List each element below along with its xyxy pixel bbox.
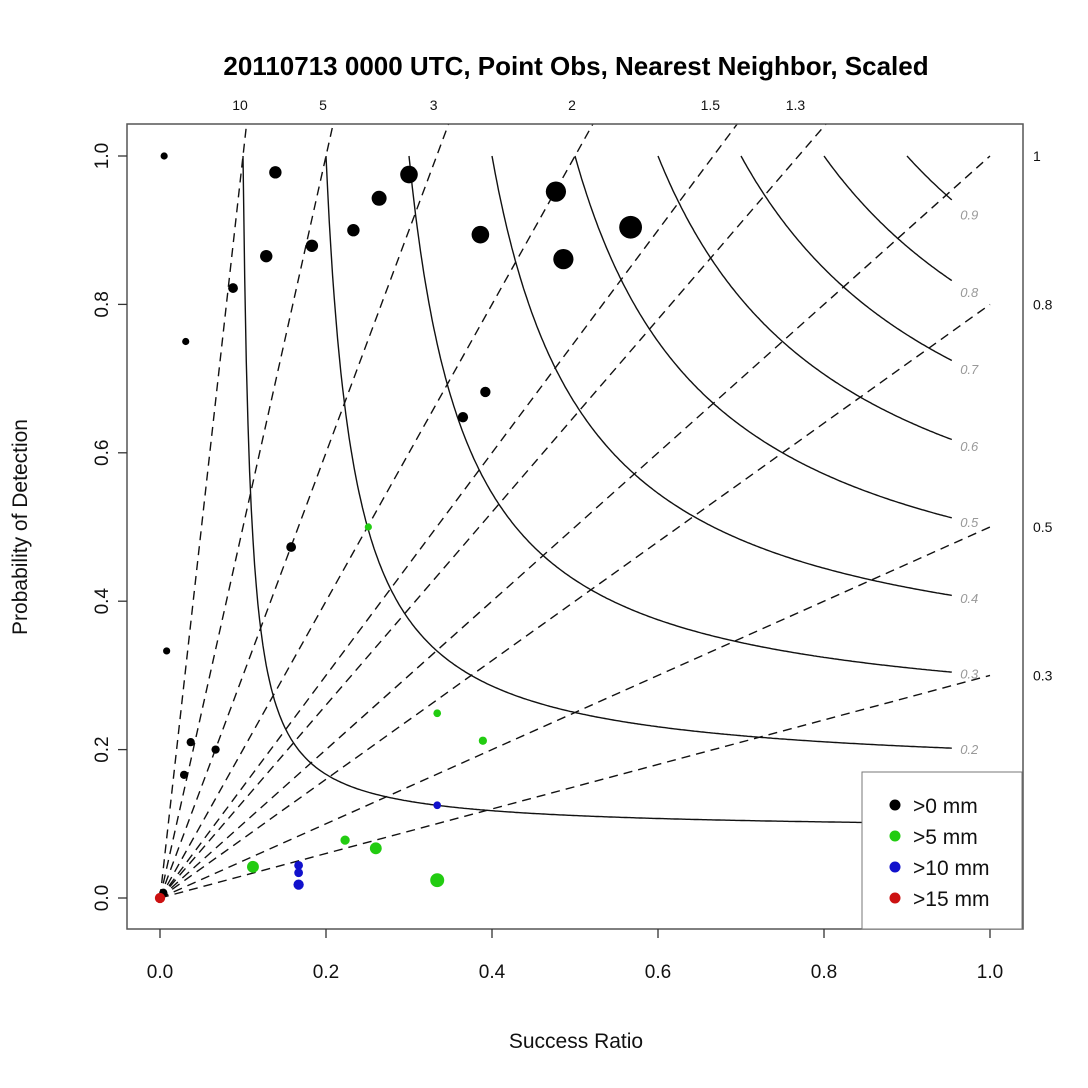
plot-frame: [126, 123, 1024, 930]
csi-contour-0.4: [491, 155, 952, 597]
csi-label: 0.5: [960, 515, 979, 530]
csi-contour-0.1: [242, 155, 866, 824]
csi-label: 0.8: [960, 285, 979, 300]
data-point-10mmmm: [433, 801, 442, 810]
bias-line-0.3: [159, 674, 991, 899]
y-tick-label: 0.6: [92, 440, 113, 466]
bias-label: 2: [568, 97, 576, 113]
y-tick-label: 1.0: [92, 143, 113, 169]
x-tick-label: 0.0: [147, 962, 173, 983]
bias-label: 5: [319, 97, 327, 113]
data-point-5mmmm: [340, 835, 350, 845]
legend-marker: [889, 861, 901, 873]
data-point-5mmmm: [478, 736, 487, 745]
csi-contour-0.8: [823, 155, 953, 282]
legend-marker: [889, 799, 901, 811]
bias-label: 1: [1033, 148, 1041, 164]
data-point-0mmmm: [371, 190, 387, 206]
data-point-10mmmm: [293, 879, 304, 890]
x-tick-label: 0.8: [811, 962, 837, 983]
y-tick-label: 0.8: [92, 291, 113, 317]
x-tick-label: 0.2: [313, 962, 339, 983]
bias-line-1.5: [159, 124, 739, 899]
csi-contour-0.3: [408, 155, 952, 673]
bias-line-0.5: [159, 526, 991, 899]
csi-label: 0.4: [960, 591, 978, 606]
data-point-0mmmm: [545, 181, 567, 202]
bias-line-1.3: [159, 124, 827, 899]
data-point-5mmmm: [364, 523, 372, 531]
data-point-0mmmm: [619, 215, 643, 239]
bias-line-0.8: [159, 303, 991, 899]
csi-contour-0.5: [574, 155, 952, 519]
csi-label: 0.9: [960, 207, 978, 222]
data-point-0mmmm: [480, 386, 491, 398]
bias-label: 10: [232, 97, 248, 113]
chart-title: 20110713 0000 UTC, Point Obs, Nearest Ne…: [223, 51, 928, 81]
data-point-0mmmm: [211, 745, 220, 754]
legend-label: >15 mm: [913, 888, 989, 911]
bias-line-2: [159, 124, 594, 899]
legend-marker: [889, 830, 901, 842]
data-point-0mmmm: [553, 249, 574, 270]
data-point-0mmmm: [182, 337, 190, 346]
csi-label: 0.6: [960, 439, 979, 454]
x-tick-label: 1.0: [977, 962, 1003, 983]
csi-label: 0.7: [960, 362, 979, 377]
legend: >0 mm >5 mm >10 mm >15 mm: [861, 771, 1023, 930]
csi-contour-0.7: [740, 155, 953, 362]
bias-label: 0.5: [1033, 519, 1053, 535]
legend-label: >0 mm: [913, 795, 978, 818]
bias-label: 1.5: [701, 97, 721, 113]
csi-contour-0.6: [657, 155, 953, 441]
bias-label: 0.3: [1033, 667, 1053, 683]
data-point-0mmmm: [347, 224, 360, 237]
csi-label: 0.3: [960, 667, 979, 682]
data-point-0mmmm: [163, 647, 171, 655]
y-tick-label: 0.2: [92, 736, 113, 762]
bias-line-10: [159, 124, 248, 899]
bias-line-5: [159, 124, 334, 899]
csi-contour-0.9: [906, 155, 953, 201]
data-point-0mmmm: [305, 239, 319, 252]
y-tick-label: 0.0: [92, 885, 113, 911]
data-point-0mmmm: [179, 770, 189, 779]
data-point-10mmmm: [294, 868, 303, 878]
legend-box: [861, 771, 1023, 930]
data-point-0mmmm: [471, 225, 490, 244]
data-point-15mmmm: [154, 892, 166, 904]
x-axis-title: Success Ratio: [509, 1030, 643, 1053]
data-point-5mmmm: [369, 842, 382, 855]
data-point-0mmmm: [457, 412, 469, 423]
data-point-0mmmm: [228, 283, 238, 293]
legend-label: >5 mm: [913, 826, 978, 849]
csi-contour-0.2: [325, 155, 952, 749]
bias-line-3: [159, 124, 450, 899]
data-point-0mmmm: [186, 738, 195, 747]
data-point-5mmmm: [247, 860, 259, 873]
data-point-0mmmm: [286, 542, 297, 552]
x-tick-label: 0.6: [645, 962, 671, 983]
y-axis-title: Probability of Detection: [9, 419, 32, 635]
data-point-0mmmm: [269, 166, 282, 179]
data-point-5mmmm: [430, 873, 445, 888]
data-point-0mmmm: [400, 165, 418, 184]
bias-label: 0.8: [1033, 296, 1053, 312]
y-tick-label: 0.4: [92, 588, 113, 615]
csi-label: 0.2: [960, 742, 979, 757]
x-tick-label: 0.4: [479, 962, 506, 983]
bias-label: 3: [430, 97, 438, 113]
data-point-0mmmm: [260, 249, 273, 263]
bias-label: 1.3: [786, 97, 806, 113]
data-point-5mmmm: [433, 709, 442, 718]
data-point-10mmmm: [294, 860, 303, 870]
legend-marker: [889, 892, 901, 904]
bias-line-1: [159, 155, 991, 899]
data-point-0mmmm: [160, 152, 168, 160]
legend-label: >10 mm: [913, 857, 989, 880]
